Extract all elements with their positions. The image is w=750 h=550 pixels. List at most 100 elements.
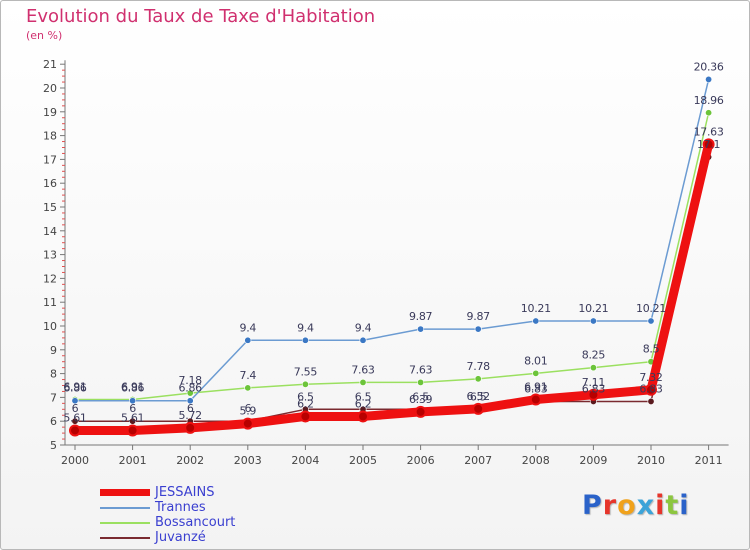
data-point-bossancourt [359, 378, 367, 386]
x-tick-label: 2004 [291, 454, 319, 467]
data-label-trannes: 6.86 [121, 382, 145, 395]
legend-swatch-trannes [100, 506, 150, 509]
data-point-jessains [414, 405, 427, 418]
y-tick-label: 6 [50, 415, 57, 428]
series-line-juvanzé [74, 156, 710, 422]
data-label-jessains: 7.32 [639, 371, 662, 384]
data-label-juvanzé: 6.83 [639, 382, 663, 395]
data-label-trannes: 9.87 [467, 310, 491, 323]
data-point-juvanzé [71, 417, 79, 425]
data-label-juvanzé: 6.5 [412, 390, 429, 403]
data-point-jessains [184, 421, 197, 434]
data-point-trannes [647, 317, 655, 325]
y-tick-label: 7 [50, 391, 57, 404]
data-point-trannes [71, 397, 79, 405]
series-line-bossancourt [74, 112, 710, 401]
proxiti-logo[interactable]: Proxiti [582, 490, 690, 521]
legend-swatch-juvanze [100, 536, 150, 539]
legend-item-jessains[interactable]: JESSAINS [100, 485, 215, 500]
data-point-trannes [417, 325, 425, 333]
data-label-bossancourt: 8.25 [582, 349, 606, 362]
data-point-trannes [474, 325, 482, 333]
data-label-bossancourt: 7.18 [179, 374, 203, 387]
data-label-bossancourt: 7.63 [409, 363, 433, 376]
series-line-trannes [74, 78, 710, 402]
data-label-trannes: 9.87 [409, 310, 433, 323]
series-line-jessains [70, 139, 714, 435]
data-label-juvanzé: 6.5 [297, 390, 314, 403]
x-tick-label: 2007 [464, 454, 492, 467]
data-point-bossancourt [244, 384, 252, 392]
data-label-trannes: 6.86 [63, 382, 87, 395]
y-tick-label: 9 [50, 344, 57, 357]
x-tick-label: 2009 [579, 454, 607, 467]
data-label-trannes: 9.4 [355, 321, 372, 334]
data-point-trannes [186, 397, 194, 405]
logo-letter: i [679, 490, 690, 521]
data-label-jessains: 7.11 [582, 376, 605, 389]
logo-letter: P [582, 490, 603, 521]
data-label-trannes: 9.4 [240, 321, 257, 334]
data-label-bossancourt: 6.91 [121, 381, 144, 394]
data-point-trannes [705, 75, 713, 83]
logo-letter: x [636, 490, 656, 521]
data-point-jessains [126, 424, 139, 437]
data-label-juvanzé: 6.83 [582, 382, 606, 395]
data-point-trannes [359, 336, 367, 344]
data-label-juvanzé: 6.83 [524, 382, 548, 395]
x-tick-label: 2001 [119, 454, 147, 467]
data-point-jessains [645, 383, 657, 396]
x-tick-label: 2002 [176, 454, 204, 467]
legend-label-bossancourt: Bossancourt [155, 515, 236, 530]
data-label-juvanzé: 6.5 [470, 390, 487, 403]
y-tick-label: 13 [43, 249, 57, 262]
data-point-bossancourt [474, 375, 482, 383]
data-point-bossancourt [705, 109, 713, 117]
data-label-juvanzé: 6.5 [355, 390, 372, 403]
legend-item-juvanze[interactable]: Juvanzé [100, 530, 206, 545]
data-label-jessains: 5.9 [240, 405, 257, 418]
legend-label-jessains: JESSAINS [155, 485, 215, 500]
logo-letter: o [617, 490, 637, 521]
legend-label-trannes: Trannes [155, 500, 206, 515]
data-label-juvanzé: 6 [244, 402, 251, 415]
data-point-jessains [529, 393, 542, 406]
data-label-trannes: 10.21 [636, 302, 666, 315]
data-label-jessains: 17.63 [694, 125, 724, 138]
logo-letter: i [655, 490, 666, 521]
y-tick-label: 5 [50, 439, 57, 452]
data-label-trannes: 6.86 [179, 382, 203, 395]
data-point-jessains [472, 402, 485, 415]
y-tick-label: 11 [43, 296, 57, 309]
x-tick-label: 2008 [522, 454, 550, 467]
y-tick-label: 17 [43, 153, 57, 166]
data-point-trannes [589, 317, 597, 325]
x-tick-label: 2010 [637, 454, 665, 467]
logo-letter: r [602, 490, 618, 521]
y-tick-label: 20 [43, 82, 57, 95]
data-label-bossancourt: 7.63 [351, 363, 375, 376]
data-label-jessains: 5.61 [63, 411, 86, 424]
data-point-trannes [532, 317, 540, 325]
data-point-bossancourt [532, 369, 540, 377]
data-label-bossancourt: 7.4 [240, 369, 257, 382]
chart-subtitle: (en %) [26, 29, 63, 42]
legend-item-trannes[interactable]: Trannes [100, 500, 206, 515]
data-point-jessains [241, 417, 254, 430]
x-tick-label: 2003 [234, 454, 262, 467]
data-point-jessains [299, 410, 312, 423]
y-tick-label: 14 [43, 225, 57, 238]
x-tick-label: 2000 [61, 454, 89, 467]
data-label-bossancourt: 8.01 [524, 354, 547, 367]
data-point-trannes [301, 336, 309, 344]
data-label-juvanzé: 6 [129, 402, 136, 415]
data-label-bossancourt: 18.96 [694, 94, 724, 107]
legend-item-bossancourt[interactable]: Bossancourt [100, 515, 235, 530]
data-label-trannes: 9.4 [297, 321, 314, 334]
data-label-jessains: 6.91 [524, 381, 547, 394]
data-point-jessains [357, 410, 369, 423]
y-tick-label: 19 [43, 106, 57, 119]
data-label-juvanzé: 6 [72, 402, 79, 415]
